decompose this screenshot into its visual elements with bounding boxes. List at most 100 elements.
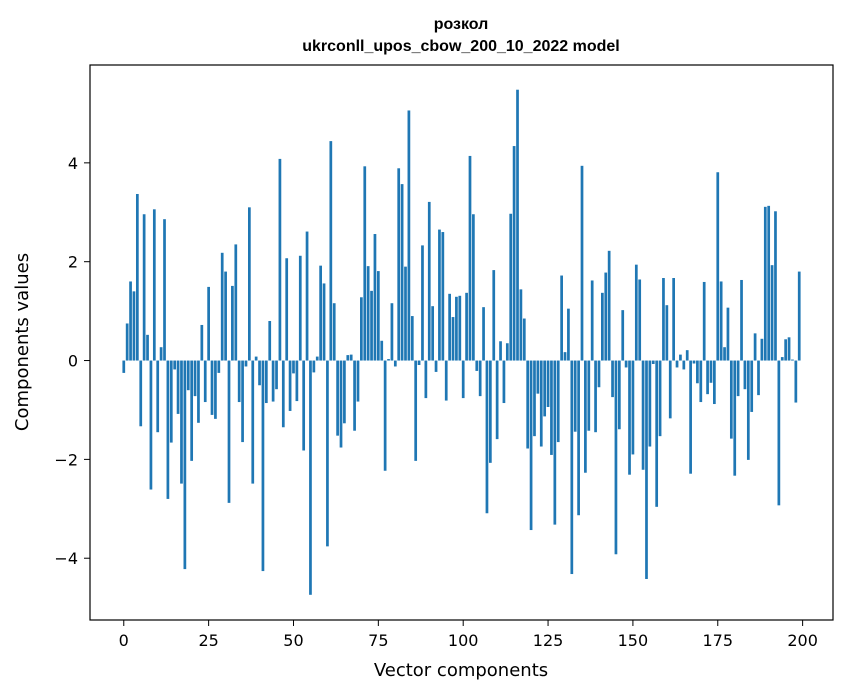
bar: [774, 211, 777, 361]
bar: [180, 360, 183, 484]
bar: [614, 360, 618, 555]
bar: [522, 318, 526, 361]
bar: [553, 360, 557, 525]
bar: [210, 360, 214, 415]
bar: [186, 360, 190, 391]
x-tick-label: 200: [787, 631, 818, 650]
bar: [360, 297, 363, 361]
bar: [383, 360, 387, 471]
bar: [393, 360, 397, 367]
bar: [421, 245, 424, 361]
x-tick-label: 150: [618, 631, 649, 650]
bar: [319, 265, 322, 361]
bar: [546, 360, 550, 407]
bar: [366, 266, 370, 361]
x-axis-ticks: 0 25 50 75 100 125 150 175 200: [119, 620, 818, 650]
bar: [516, 89, 519, 361]
bar: [655, 360, 659, 507]
bar: [631, 360, 635, 455]
bar: [702, 281, 706, 361]
bar: [502, 360, 506, 404]
bar: [305, 231, 309, 361]
bar: [492, 270, 496, 361]
bar: [641, 360, 645, 470]
bar: [353, 360, 356, 431]
bar: [685, 350, 689, 361]
bar: [621, 310, 625, 361]
bar: [750, 360, 754, 412]
bar: [248, 207, 251, 361]
bar: [777, 360, 781, 506]
bar: [203, 360, 207, 403]
bar: [482, 307, 485, 361]
bar: [584, 360, 587, 473]
bar: [485, 360, 489, 514]
bar: [251, 360, 255, 484]
bar: [281, 360, 285, 428]
bar: [159, 347, 163, 361]
bar: [183, 360, 187, 570]
bar: [190, 360, 194, 461]
bar: [570, 360, 574, 575]
bar: [441, 232, 445, 361]
bar: [465, 292, 468, 361]
bar: [356, 360, 360, 402]
bar: [380, 340, 384, 361]
bar: [597, 360, 601, 388]
bar: [679, 354, 682, 361]
bar: [682, 360, 686, 370]
bar: [746, 360, 750, 460]
bar: [499, 341, 502, 361]
bar: [458, 295, 462, 361]
x-tick-label: 100: [448, 631, 479, 650]
bar: [193, 360, 197, 397]
bar: [560, 275, 563, 361]
bar: [757, 360, 760, 396]
bar: [590, 280, 594, 361]
x-tick-label: 0: [119, 631, 129, 650]
bar: [716, 172, 720, 361]
bar: [662, 278, 665, 361]
bar: [672, 278, 675, 361]
bar: [543, 360, 547, 417]
bar: [268, 321, 272, 361]
bar: [400, 184, 404, 361]
bar: [729, 360, 733, 439]
bar: [645, 360, 648, 579]
bar: [468, 155, 472, 361]
bar: [611, 360, 614, 398]
bar: [488, 360, 492, 463]
bar: [176, 360, 180, 414]
bar: [438, 229, 441, 361]
bar: [529, 360, 533, 531]
bar: [519, 289, 523, 361]
bar: [271, 360, 275, 402]
bar: [261, 360, 265, 572]
bar: [376, 271, 380, 361]
bar: [166, 360, 170, 499]
bar: [577, 360, 580, 516]
y-tick-label: −2: [54, 450, 78, 469]
bar: [638, 279, 642, 361]
bar: [526, 360, 530, 449]
bar: [373, 234, 377, 361]
bar: [302, 360, 306, 451]
bar: [146, 334, 149, 361]
bar: [726, 307, 730, 361]
bar-series: [122, 89, 801, 595]
bar: [258, 360, 261, 386]
bar: [699, 360, 703, 403]
chart-subtitle: ukrconll_upos_cbow_200_10_2022 model: [302, 38, 619, 55]
bar: [665, 305, 669, 361]
bar: [743, 360, 747, 390]
bar: [533, 360, 536, 437]
bar: [343, 360, 346, 424]
bar: [275, 360, 278, 390]
bar: [760, 338, 764, 361]
bar: [617, 360, 621, 430]
bar: [689, 360, 692, 474]
bar: [431, 306, 435, 361]
bar: [651, 360, 655, 364]
y-tick-label: 2: [68, 253, 78, 272]
bar: [244, 360, 248, 367]
